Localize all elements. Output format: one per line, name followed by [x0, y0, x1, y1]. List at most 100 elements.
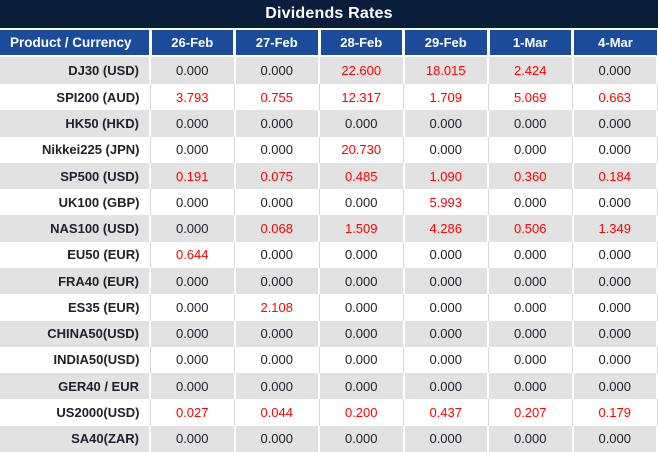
- value-cell: 0.000: [403, 110, 489, 137]
- value-cell: 0.000: [150, 110, 236, 137]
- value-cell: 0.000: [150, 136, 235, 163]
- value-cell: 0.044: [234, 399, 320, 426]
- value-cell: 3.793: [150, 84, 235, 111]
- value-cell: 12.317: [319, 84, 404, 111]
- table-row-us2000-usd: US2000(USD) 0.027 0.044 0.200 0.437 0.207 0.17…: [0, 399, 658, 426]
- value-cell: 0.184: [572, 162, 658, 190]
- product-cell: NAS100 (USD): [0, 215, 151, 242]
- value-cell: 0.000: [572, 268, 658, 295]
- value-cell: 0.000: [234, 110, 320, 137]
- value-cell: 0.000: [488, 110, 574, 137]
- value-cell: 0.000: [234, 268, 320, 295]
- value-cell: 2.108: [234, 294, 320, 321]
- title-bar: Dividends Rates: [0, 0, 658, 30]
- value-cell: 0.179: [572, 399, 658, 426]
- column-header-1-mar: 1-Mar: [488, 30, 574, 57]
- product-cell: INDIA50(USD): [0, 346, 151, 374]
- value-cell: 0.000: [488, 189, 573, 216]
- value-cell: 0.000: [488, 294, 573, 321]
- value-cell: 0.000: [150, 189, 235, 216]
- value-cell: 0.000: [572, 241, 658, 268]
- value-cell: 0.000: [234, 189, 320, 216]
- table-row-sa40-zar: SA40(ZAR) 0.000 0.000 0.000 0.000 0.000 0.000: [0, 425, 658, 452]
- value-cell: 1.509: [319, 215, 405, 242]
- value-cell: 0.000: [150, 56, 236, 85]
- value-cell: 1.349: [572, 215, 658, 242]
- value-cell: 0.000: [150, 373, 236, 400]
- dividends-table: Product / Currency 26-Feb 27-Feb 28-Feb 29-F…: [0, 30, 658, 452]
- value-cell: 0.000: [488, 346, 573, 374]
- value-cell: 0.000: [150, 320, 236, 347]
- value-cell: 0.000: [488, 320, 574, 347]
- value-cell: 0.200: [319, 399, 404, 426]
- product-cell: SP500 (USD): [0, 162, 151, 190]
- value-cell: 0.000: [403, 268, 489, 295]
- value-cell: 0.000: [488, 425, 574, 452]
- value-cell: 0.000: [234, 373, 320, 400]
- value-cell: 0.000: [488, 268, 574, 295]
- value-cell: 0.000: [319, 346, 404, 374]
- column-header-4-mar: 4-Mar: [572, 30, 657, 57]
- value-cell: 1.090: [403, 162, 489, 190]
- value-cell: 0.000: [572, 373, 658, 400]
- value-cell: 0.000: [150, 346, 235, 374]
- value-cell: 0.000: [403, 241, 489, 268]
- value-cell: 0.000: [403, 294, 489, 321]
- value-cell: 0.000: [150, 425, 236, 452]
- value-cell: 0.000: [319, 320, 405, 347]
- table-row-eu50-eur: EU50 (EUR) 0.644 0.000 0.000 0.000 0.000 0.000: [0, 241, 658, 268]
- value-cell: 20.730: [319, 136, 404, 163]
- value-cell: 0.000: [488, 241, 573, 268]
- value-cell: 4.286: [403, 215, 489, 242]
- value-cell: 0.000: [319, 373, 405, 400]
- value-cell: 0.000: [319, 268, 405, 295]
- value-cell: 0.000: [572, 189, 658, 216]
- page-title: Dividends Rates: [265, 5, 393, 22]
- value-cell: 0.000: [488, 136, 573, 163]
- value-cell: 0.000: [234, 346, 320, 374]
- value-cell: 0.000: [150, 268, 236, 295]
- table-row-hk50-hkd: HK50 (HKD) 0.000 0.000 0.000 0.000 0.000 0.000: [0, 110, 658, 137]
- value-cell: 2.424: [488, 56, 574, 85]
- value-cell: 0.000: [234, 56, 320, 85]
- table-row-spi200-aud: SPI200 (AUD) 3.793 0.755 12.317 1.709 5.069 0.…: [0, 84, 658, 111]
- value-cell: 0.000: [319, 294, 404, 321]
- value-cell: 0.027: [150, 399, 235, 426]
- table-row-dj30-usd: DJ30 (USD) 0.000 0.000 22.600 18.015 2.424 0.0…: [0, 56, 658, 85]
- value-cell: 22.600: [319, 56, 405, 85]
- value-cell: 0.000: [488, 373, 574, 400]
- value-cell: 0.000: [234, 320, 320, 347]
- table-row-china50-usd: CHINA50(USD) 0.000 0.000 0.000 0.000 0.000 0.0…: [0, 320, 658, 347]
- value-cell: 18.015: [403, 56, 489, 85]
- product-cell: SA40(ZAR): [0, 425, 151, 452]
- value-cell: 0.000: [319, 189, 404, 216]
- value-cell: 0.000: [572, 320, 658, 347]
- product-cell: GER40 / EUR: [0, 373, 151, 400]
- table-row-india50-usd: INDIA50(USD) 0.000 0.000 0.000 0.000 0.000 0.0…: [0, 346, 658, 374]
- table-row-es35-eur: ES35 (EUR) 0.000 2.108 0.000 0.000 0.000 0.000: [0, 294, 658, 321]
- value-cell: 0.000: [234, 425, 320, 452]
- value-cell: 0.000: [572, 294, 658, 321]
- table-row-uk100-gbp: UK100 (GBP) 0.000 0.000 0.000 5.993 0.000 0.00…: [0, 189, 658, 216]
- product-cell: US2000(USD): [0, 399, 151, 426]
- value-cell: 0.000: [572, 136, 658, 163]
- value-cell: 0.000: [319, 425, 405, 452]
- table-row-fra40-eur: FRA40 (EUR) 0.000 0.000 0.000 0.000 0.000 0.00…: [0, 268, 658, 295]
- value-cell: 0.000: [403, 373, 489, 400]
- column-header-29-feb: 29-Feb: [403, 30, 490, 57]
- value-cell: 1.709: [403, 84, 489, 111]
- product-cell: FRA40 (EUR): [0, 268, 151, 295]
- product-cell: Nikkei225 (JPN): [0, 136, 151, 163]
- value-cell: 5.993: [403, 189, 489, 216]
- value-cell: 0.000: [319, 241, 404, 268]
- value-cell: 5.069: [488, 84, 573, 111]
- value-cell: 0.000: [403, 320, 489, 347]
- value-cell: 0.075: [234, 162, 320, 190]
- product-cell: DJ30 (USD): [0, 56, 151, 85]
- table-row-ger40-eur: GER40 / EUR 0.000 0.000 0.000 0.000 0.000 0.00…: [0, 373, 658, 400]
- product-cell: EU50 (EUR): [0, 241, 151, 268]
- value-cell: 0.000: [234, 136, 320, 163]
- value-cell: 0.000: [572, 110, 658, 137]
- value-cell: 0.207: [488, 399, 573, 426]
